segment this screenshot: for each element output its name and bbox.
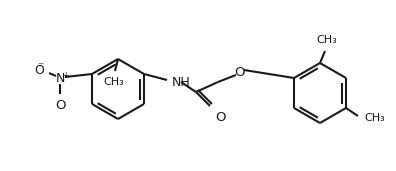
Text: O: O — [55, 99, 65, 112]
Text: N: N — [55, 73, 65, 86]
Text: O: O — [34, 64, 44, 77]
Text: NH: NH — [172, 76, 191, 89]
Text: O: O — [235, 65, 245, 78]
Text: CH₃: CH₃ — [104, 77, 124, 87]
Text: +: + — [62, 70, 68, 80]
Text: ⁻: ⁻ — [37, 61, 43, 74]
Text: CH₃: CH₃ — [364, 113, 385, 123]
Text: CH₃: CH₃ — [317, 35, 337, 45]
Text: O: O — [215, 111, 225, 124]
